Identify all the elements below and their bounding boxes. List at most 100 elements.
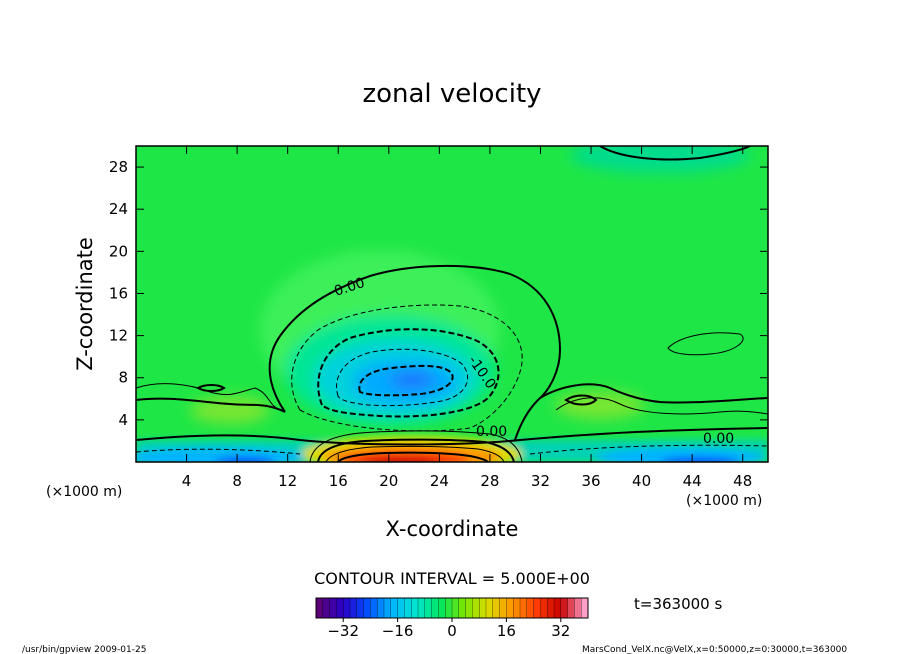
contour-lines: [136, 146, 768, 462]
colorbar-cell: [513, 597, 521, 619]
colorbar-cell: [445, 597, 453, 619]
colorbar-cell: [533, 597, 541, 619]
colorbar-cell: [540, 597, 548, 619]
chart-title: zonal velocity: [362, 79, 541, 109]
colorbar-cell: [383, 597, 392, 619]
colorbar-cell: [397, 597, 405, 619]
x-tick-label: 4: [182, 472, 192, 490]
x-tick-label: 8: [232, 472, 242, 490]
contour-surface-neg-left: [136, 448, 301, 455]
colorbar: [315, 597, 589, 619]
colorbar-cell: [438, 597, 446, 619]
contour-right-lobe: [539, 383, 768, 404]
colorbar-ticks: −32 −16 0 16 32: [327, 618, 570, 640]
colorbar-cell: [315, 597, 324, 619]
contour-surface-neg-right: [529, 444, 768, 455]
colorbar-cell: [553, 597, 562, 619]
contour-plus20: [337, 451, 489, 462]
colorbar-cell: [349, 597, 358, 619]
contour-small-blob-2: [564, 394, 598, 406]
contour-plus10: [317, 438, 515, 462]
x-tick-label: 40: [632, 472, 651, 490]
colorbar-cell: [506, 597, 514, 619]
x-tick-label: 20: [379, 472, 398, 490]
y-tick-label: 20: [109, 242, 128, 260]
y-tick-label: 24: [109, 200, 128, 218]
colorbar-cell: [499, 597, 507, 619]
x-axis-ticks: 4 8 12 16 20 24 28 32 36 40 44 48: [182, 146, 752, 490]
contour-low-left-2: [136, 397, 286, 413]
y-tick-label: 12: [109, 327, 128, 345]
colorbar-cell: [567, 597, 575, 619]
contour-minus15: [336, 348, 468, 407]
colorbar-cell: [479, 597, 487, 619]
contour-small-blob: [195, 384, 226, 392]
x-tick-label: 24: [430, 472, 449, 490]
contour-right-small: [667, 332, 744, 356]
x-tick-label: 36: [581, 472, 600, 490]
colorbar-tick-label: 16: [497, 622, 516, 640]
colorbar-cell: [547, 597, 555, 619]
contour-plus15: [325, 445, 505, 462]
colorbar-cell: [417, 597, 426, 619]
contour-right-lobe-2: [555, 397, 768, 415]
colorbar-cell: [411, 597, 419, 619]
colorbar-cell: [363, 597, 371, 619]
colorbar-cell: [574, 597, 582, 619]
colorbar-cell: [492, 597, 501, 619]
x-tick-label: 44: [683, 472, 702, 490]
y-unit-label: (×1000 m): [46, 484, 122, 500]
colorbar-cell: [424, 597, 433, 619]
contour-label-group: 0.00: [703, 431, 734, 447]
y-tick-label: 28: [109, 158, 128, 176]
colorbar-cell: [560, 597, 569, 619]
plot-area: [136, 146, 768, 462]
y-tick-label: 8: [118, 369, 128, 387]
plot-frame: [135, 145, 769, 463]
colorbar-cell: [377, 597, 385, 619]
colorbar-cell: [485, 597, 494, 619]
colorbar-tick-label: −16: [382, 622, 414, 640]
colorbar-cell: [451, 597, 460, 619]
colorbar-tick-label: −32: [327, 622, 359, 640]
y-axis-title: Z-coordinate: [73, 237, 97, 371]
x-tick-label: 48: [733, 472, 752, 490]
x-tick-label: 12: [278, 472, 297, 490]
colorbar-cell: [465, 597, 473, 619]
contour-interval-text: CONTOUR INTERVAL = 5.000E+00: [314, 569, 590, 588]
colorbar-tick-label: 0: [447, 622, 457, 640]
contour-plus5: [309, 430, 523, 462]
colorbar-cell: [458, 597, 467, 619]
colorbar-cell: [370, 597, 378, 619]
footer-right: MarsCond_VelX.nc@VelX,x=0:50000,z=0:3000…: [582, 645, 847, 654]
contour-top-right: [599, 146, 751, 161]
y-tick-label: 16: [109, 284, 128, 302]
x-tick-label: 28: [480, 472, 499, 490]
colorbar-cell: [404, 597, 412, 619]
y-tick-label: 4: [118, 411, 128, 429]
y-axis-ticks: 4 8 12 16 20 24 28: [109, 158, 768, 429]
x-tick-label: 16: [329, 472, 348, 490]
contour-minus10: [317, 328, 500, 418]
x-unit-label: (×1000 m): [686, 493, 762, 509]
colorbar-cell: [431, 597, 439, 619]
colorbar-cell: [581, 597, 589, 619]
colorbar-cell: [343, 597, 351, 619]
colorbar-cell: [356, 597, 365, 619]
contour-label-group: 0.00: [476, 424, 507, 440]
x-axis-title: X-coordinate: [386, 517, 519, 541]
x-tick-label: 32: [531, 472, 550, 490]
colorbar-cell: [390, 597, 399, 619]
time-label: t=363000 s: [634, 595, 722, 613]
colorbar-cell: [329, 597, 337, 619]
contour-zero-base: [136, 427, 768, 446]
footer-left: /usr/bin/gpview 2009-01-25: [22, 645, 146, 654]
colorbar-cell: [336, 597, 344, 619]
contour-low-left: [136, 383, 281, 411]
colorbar-cell: [322, 597, 331, 619]
contour-label: 0.00: [476, 424, 507, 440]
colorbar-tick-label: 32: [551, 622, 570, 640]
contour-label: 0.00: [703, 431, 734, 447]
colorbar-cell: [519, 597, 528, 619]
